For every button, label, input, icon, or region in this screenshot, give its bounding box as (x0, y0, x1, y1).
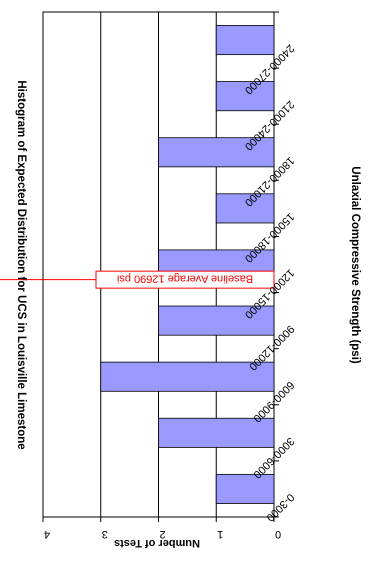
bar (158, 417, 275, 448)
y-axis-label: Number of Tests (114, 537, 200, 549)
baseline-annotation-box (95, 270, 275, 289)
bar-layer (100, 25, 275, 504)
value-tick-label: 3 (102, 528, 108, 540)
baseline-annotation-label: Baseline Average 12690 psi (117, 273, 253, 285)
bar (100, 361, 275, 392)
chart-title: Histogram of Expected Distribution for U… (15, 80, 27, 449)
baseline-annotation: Baseline Average 12690 psi (95, 270, 275, 289)
annotation-layer: Baseline Average 12690 psi (0, 270, 275, 289)
bar (215, 473, 275, 504)
value-tick-label: 1 (217, 528, 223, 540)
bar (215, 25, 275, 56)
value-tick-label: 2 (159, 528, 165, 540)
bar (215, 81, 275, 112)
label-layer: 012340-30003000-60006000-90009000-120001… (15, 42, 361, 549)
value-tick-label: 0 (275, 528, 281, 540)
bar (158, 305, 275, 336)
bar (215, 193, 275, 224)
x-axis-label: Unlaxial Compressive Strength (psi) (349, 166, 361, 364)
bar (158, 137, 275, 168)
value-tick-label: 4 (44, 528, 50, 540)
